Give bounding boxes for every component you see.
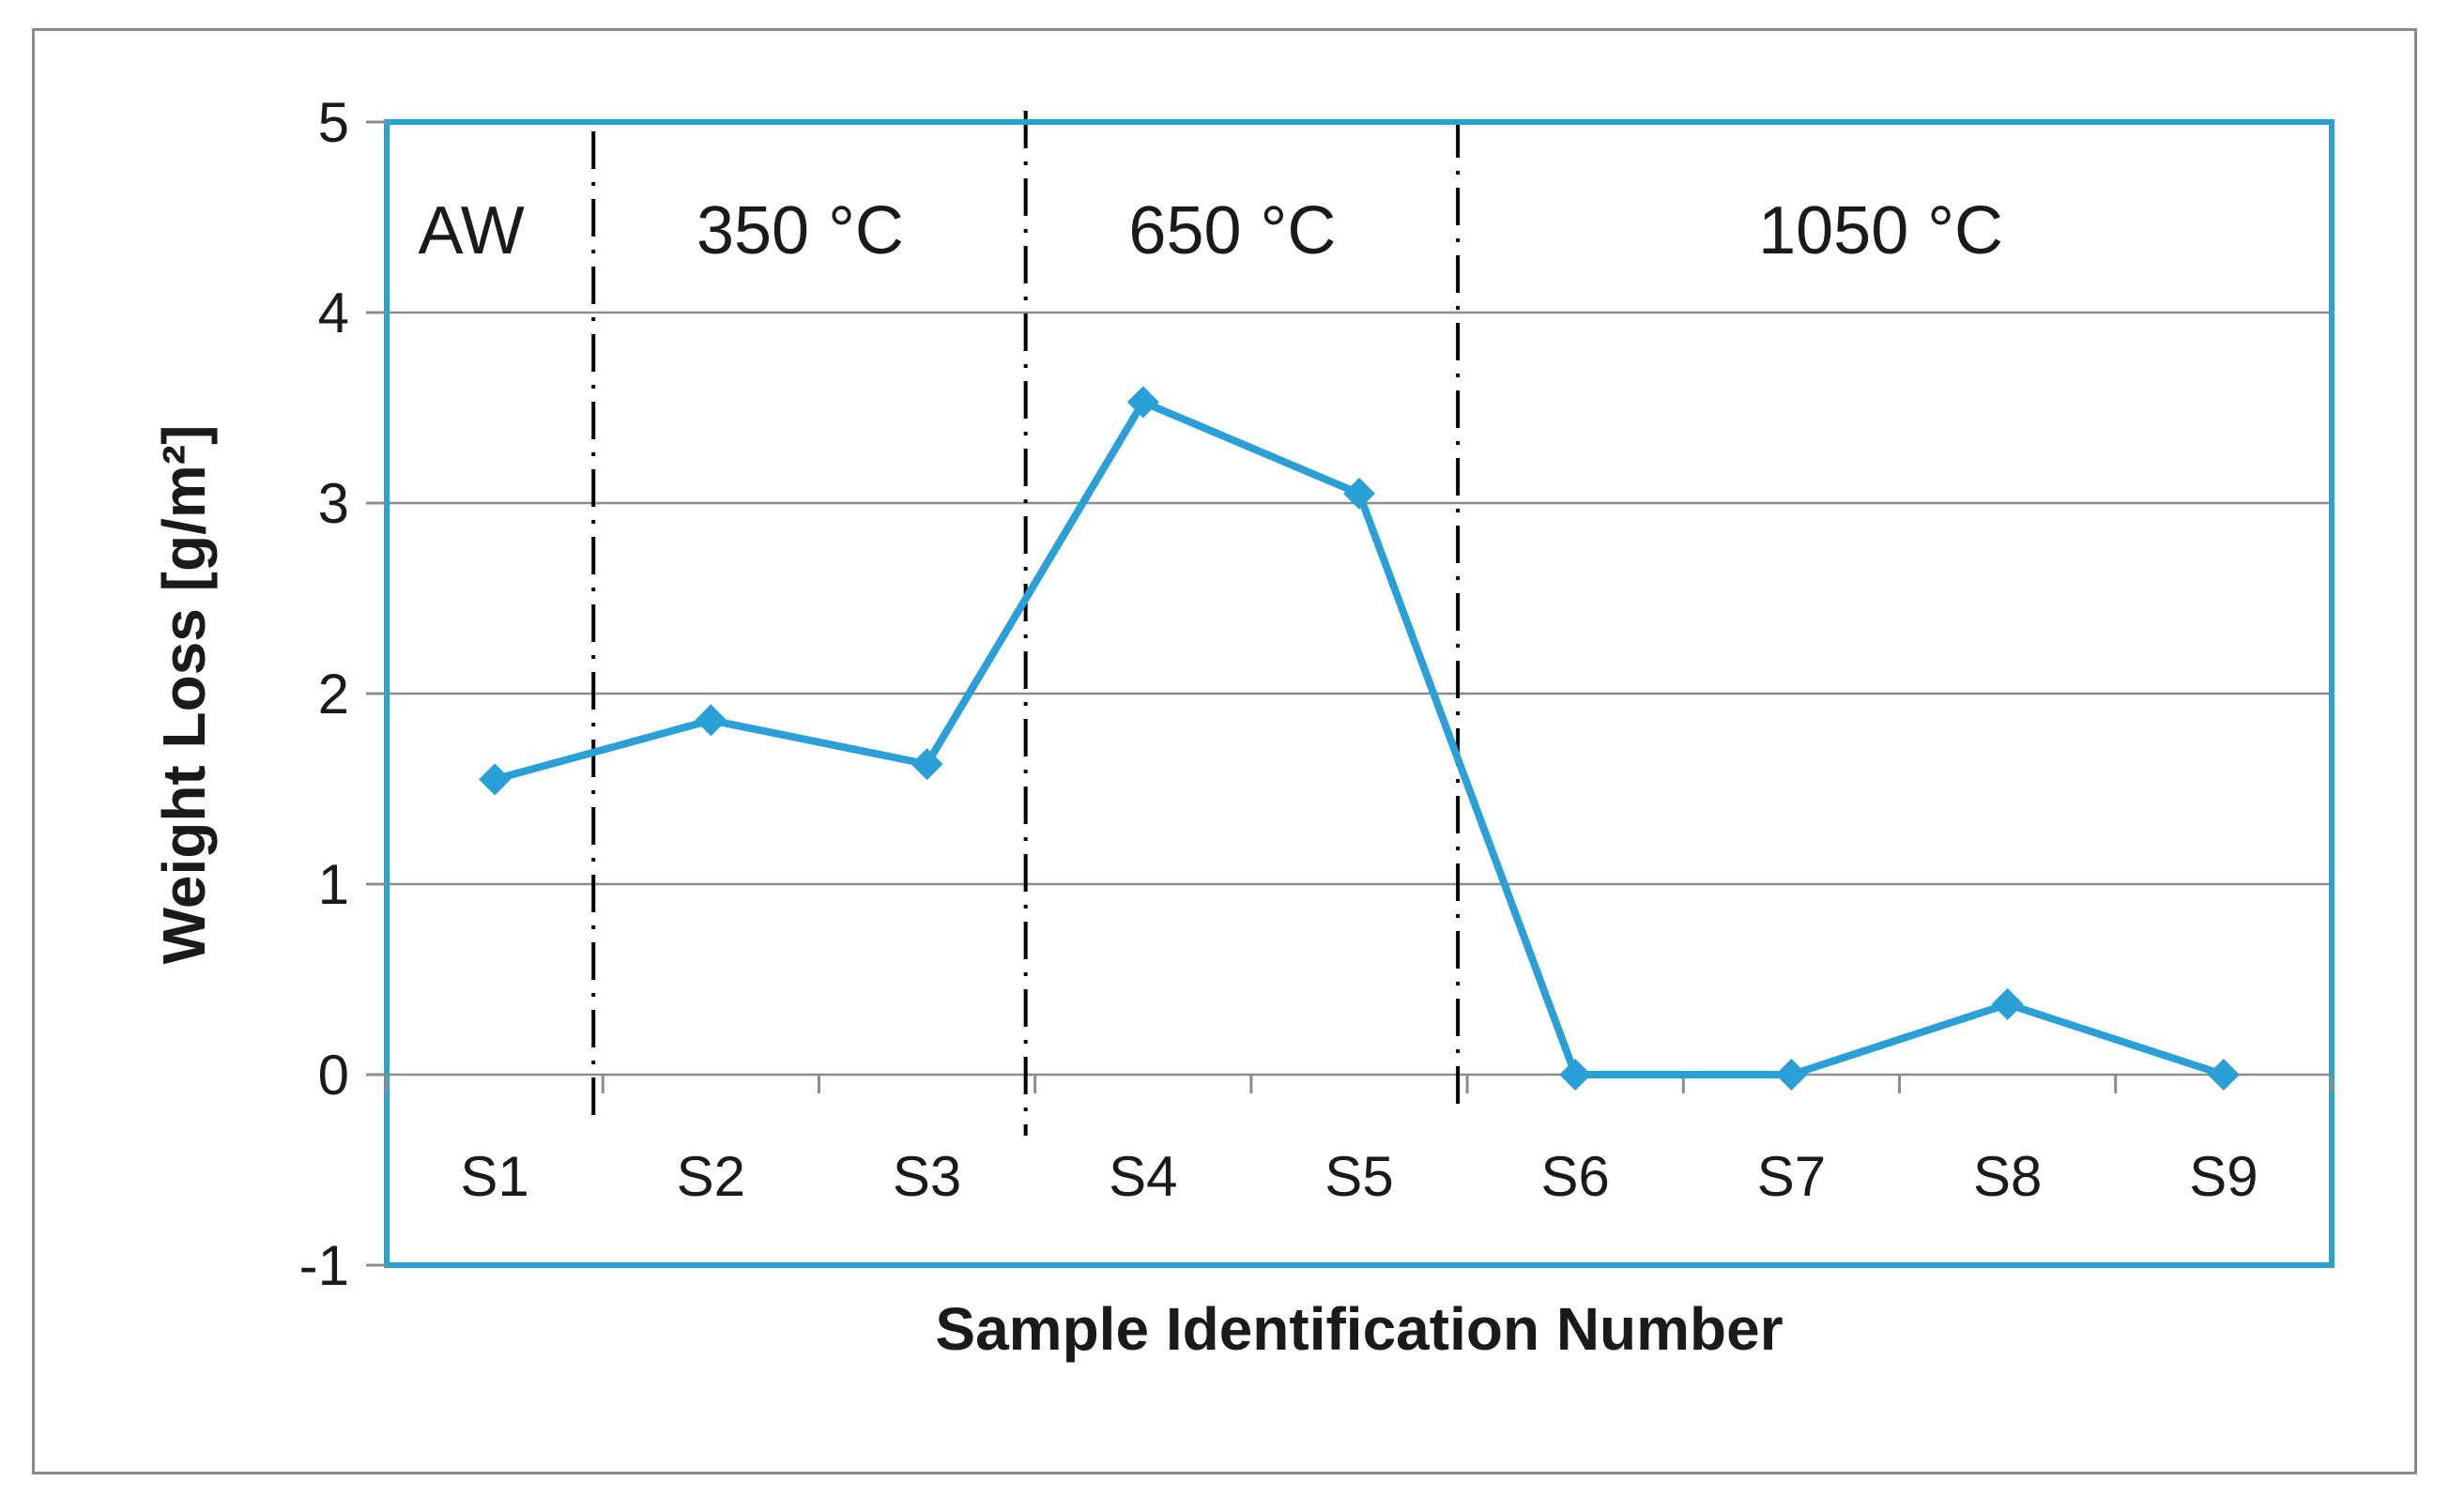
region-label: 650 °C xyxy=(1128,193,1336,268)
data-point xyxy=(1775,1059,1808,1091)
y-tick-label: 2 xyxy=(318,663,349,725)
x-tick-label: S7 xyxy=(1757,1145,1826,1208)
y-tick-label: -1 xyxy=(299,1234,349,1297)
series-layer xyxy=(479,386,2240,1091)
data-point xyxy=(911,748,943,781)
x-tick-label: S2 xyxy=(677,1145,745,1208)
region-label: 350 °C xyxy=(696,193,904,268)
region-dividers xyxy=(591,111,1461,1136)
x-tick-label: S9 xyxy=(2189,1145,2258,1208)
chart-frame xyxy=(32,28,2417,1474)
region-label: AW xyxy=(418,193,524,268)
x-tick-label: S1 xyxy=(460,1145,528,1208)
y-tick-label: 4 xyxy=(318,282,349,344)
data-point xyxy=(1343,477,1375,510)
data-point xyxy=(1559,1059,1592,1091)
data-point xyxy=(479,763,512,796)
y-tick-label: 1 xyxy=(318,853,349,916)
region-labels: AW 350 °C 650 °C 1050 °C xyxy=(418,193,2003,268)
y-axis-title: Weight Loss [g/m²] xyxy=(150,425,218,965)
x-axis-ticks: S1 S2 S3 S4 S5 S6 S7 S8 S9 xyxy=(385,1075,2334,1208)
region-label: 1050 °C xyxy=(1758,193,2003,268)
data-point xyxy=(695,704,727,737)
x-tick-label: S5 xyxy=(1324,1145,1393,1208)
x-tick-label: S6 xyxy=(1541,1145,1610,1208)
data-point xyxy=(1991,987,2024,1020)
x-tick-label: S4 xyxy=(1109,1145,1177,1208)
x-tick-label: S8 xyxy=(1973,1145,2042,1208)
gridlines xyxy=(387,311,2332,1077)
y-tick-label: 3 xyxy=(318,472,349,535)
x-tick-label: S3 xyxy=(893,1145,961,1208)
x-axis-title: Sample Identification Number xyxy=(935,1295,1783,1363)
y-axis-ticks: 5 4 3 2 1 0 -1 xyxy=(299,91,387,1297)
data-point xyxy=(2207,1059,2240,1091)
data-point xyxy=(1126,386,1159,419)
y-tick-label: 5 xyxy=(318,91,349,154)
y-tick-label: 0 xyxy=(318,1044,349,1107)
